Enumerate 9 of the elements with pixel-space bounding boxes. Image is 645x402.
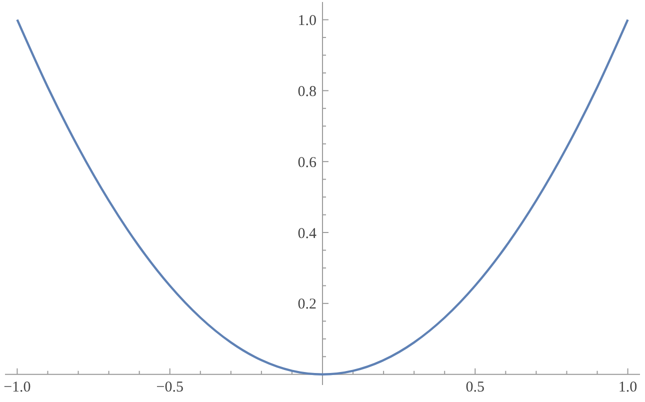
y-tick-label: 1.0 — [298, 12, 316, 29]
y-tick-label: 0.6 — [298, 154, 317, 171]
y-tick-label: 0.8 — [298, 84, 316, 100]
x-tick-label: 1.0 — [618, 379, 638, 396]
x-tick-label: −1.0 — [4, 379, 31, 396]
y-tick-label: 0.4 — [298, 226, 317, 242]
y-tick-label: 0.2 — [298, 296, 316, 313]
x-tick-label: −0.5 — [156, 379, 184, 396]
x-tick-label: 0.5 — [466, 379, 485, 396]
